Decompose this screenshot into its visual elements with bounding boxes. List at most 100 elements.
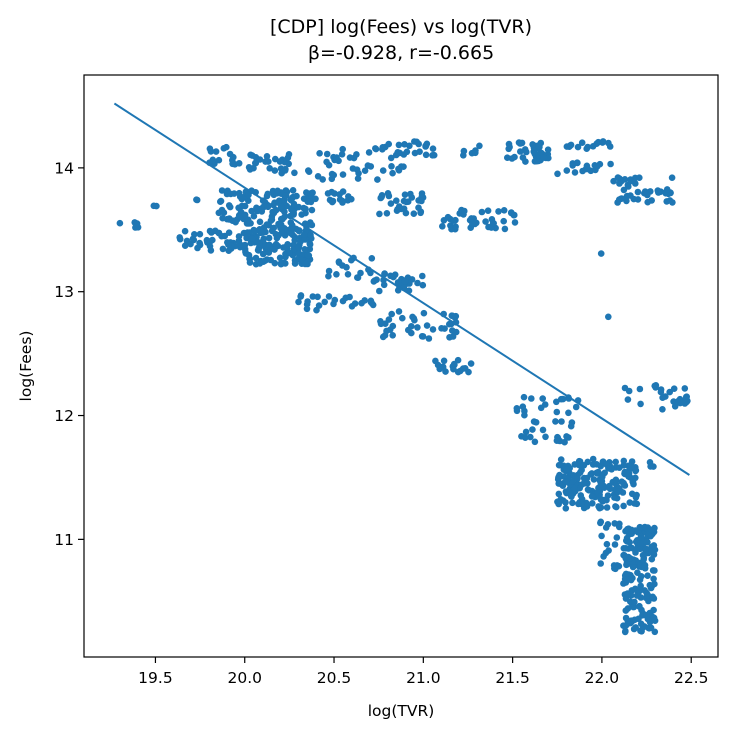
data-point xyxy=(264,203,272,211)
data-point xyxy=(289,208,297,215)
data-point xyxy=(666,388,673,396)
data-point xyxy=(539,395,546,402)
data-point xyxy=(563,466,571,473)
data-point xyxy=(309,293,317,300)
data-point xyxy=(304,298,311,305)
data-point xyxy=(657,388,665,396)
data-point xyxy=(537,149,544,156)
data-point xyxy=(461,207,468,215)
data-point xyxy=(248,235,256,242)
data-point xyxy=(230,190,238,197)
data-point xyxy=(597,560,604,567)
x-axis: 19.5 20.0 20.5 21.0 21.5 22.0 22.5 xyxy=(138,657,708,687)
data-point xyxy=(266,165,274,172)
data-point xyxy=(284,154,292,161)
data-point xyxy=(346,154,354,161)
data-point xyxy=(533,157,541,165)
data-point xyxy=(429,152,436,159)
data-point xyxy=(614,488,622,496)
data-point xyxy=(241,241,249,249)
data-point xyxy=(277,224,284,232)
data-point xyxy=(562,488,570,495)
data-point xyxy=(552,418,559,425)
data-point xyxy=(659,394,666,402)
data-point xyxy=(569,499,576,507)
data-point xyxy=(452,223,459,230)
data-point xyxy=(613,503,620,511)
data-point xyxy=(511,211,518,219)
data-point xyxy=(622,607,630,614)
data-point xyxy=(598,532,605,540)
data-point xyxy=(290,200,298,208)
data-point xyxy=(626,499,634,506)
data-point xyxy=(279,260,286,267)
data-point xyxy=(376,287,383,295)
data-point xyxy=(219,214,226,222)
data-point xyxy=(264,190,272,198)
data-point xyxy=(632,624,639,631)
data-point xyxy=(429,326,437,333)
data-point xyxy=(482,218,489,225)
data-point xyxy=(381,332,389,339)
data-point xyxy=(603,504,611,511)
data-point xyxy=(562,499,569,506)
data-point xyxy=(636,524,644,531)
data-point xyxy=(618,195,625,202)
data-point xyxy=(597,519,604,527)
data-point xyxy=(440,357,448,365)
data-point xyxy=(368,254,376,262)
data-point xyxy=(312,195,319,203)
data-point xyxy=(597,504,605,511)
regression-line xyxy=(113,102,690,476)
data-point xyxy=(602,549,610,557)
data-point xyxy=(313,306,320,314)
data-point xyxy=(567,141,575,149)
data-point xyxy=(189,235,197,243)
data-point xyxy=(263,153,271,160)
y-tick-label: 14 xyxy=(54,159,74,177)
data-point xyxy=(634,188,642,196)
data-point xyxy=(335,259,343,267)
data-point xyxy=(265,158,272,165)
data-point xyxy=(603,540,611,548)
data-point xyxy=(607,160,614,168)
y-tick-label: 13 xyxy=(54,283,74,301)
data-point xyxy=(321,298,329,306)
data-point xyxy=(414,324,421,331)
data-point xyxy=(323,158,330,166)
data-point xyxy=(632,467,639,475)
data-point xyxy=(597,480,605,488)
data-point xyxy=(224,187,231,195)
data-point xyxy=(506,143,513,151)
data-point xyxy=(489,220,497,227)
data-point xyxy=(316,150,323,157)
data-point xyxy=(400,163,407,170)
data-point xyxy=(647,624,655,632)
data-point xyxy=(441,325,448,332)
data-point xyxy=(575,500,582,508)
data-point xyxy=(349,165,357,172)
data-point xyxy=(377,318,384,325)
data-point xyxy=(393,207,401,214)
data-point xyxy=(358,299,365,307)
data-point xyxy=(301,260,309,268)
data-point xyxy=(681,385,689,392)
data-point xyxy=(460,147,468,155)
data-point xyxy=(589,455,597,463)
data-point xyxy=(248,207,255,215)
data-point xyxy=(206,242,214,250)
data-point xyxy=(409,313,416,321)
data-point xyxy=(562,478,570,486)
data-point xyxy=(555,474,562,481)
data-point xyxy=(256,156,264,163)
data-point xyxy=(218,232,225,240)
data-point xyxy=(193,196,200,203)
data-point xyxy=(419,281,427,289)
data-point xyxy=(624,617,631,624)
data-point xyxy=(555,490,563,498)
data-point xyxy=(535,142,543,150)
data-point xyxy=(218,187,226,194)
data-point xyxy=(258,229,266,236)
data-point xyxy=(385,140,393,148)
data-point xyxy=(652,384,659,391)
